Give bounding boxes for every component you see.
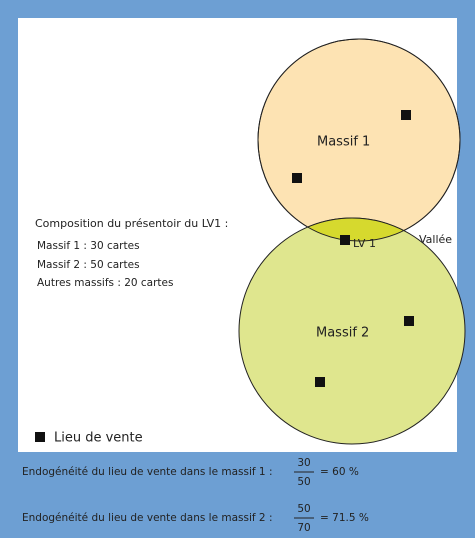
composition-line: Autres massifs : 20 cartes: [37, 277, 173, 289]
composition-line: Massif 2 : 50 cartes: [37, 259, 140, 271]
formula-text: Endogénéité du lieu de vente dans le mas…: [22, 512, 273, 524]
numerator: 50: [297, 503, 310, 515]
zone-label: Massif 1: [317, 135, 370, 150]
point: [401, 110, 411, 120]
denominator: 70: [297, 522, 310, 534]
point: [315, 377, 325, 387]
composition-line: Massif 1 : 30 cartes: [37, 240, 140, 252]
zone-1-outline: [257, 38, 461, 242]
numerator: 30: [297, 457, 310, 469]
point: [292, 173, 302, 183]
zone-label: Massif 2: [316, 326, 369, 341]
composition-title: Composition du présentoir du LV1 :: [35, 217, 228, 230]
overlap-label: LV 1: [353, 237, 376, 250]
points: [292, 110, 414, 387]
formula-text: Endogénéité du lieu de vente dans le mas…: [22, 466, 273, 478]
result: = 60 %: [320, 466, 359, 478]
denominator: 50: [297, 476, 310, 488]
point: [404, 316, 414, 326]
result: = 71.5 %: [320, 512, 369, 524]
overlap: [258, 217, 460, 241]
valley-label: Vallée: [419, 233, 452, 246]
legend-symbol: [35, 432, 45, 442]
point: [340, 235, 350, 245]
legend-label: Lieu de vente: [54, 431, 143, 446]
